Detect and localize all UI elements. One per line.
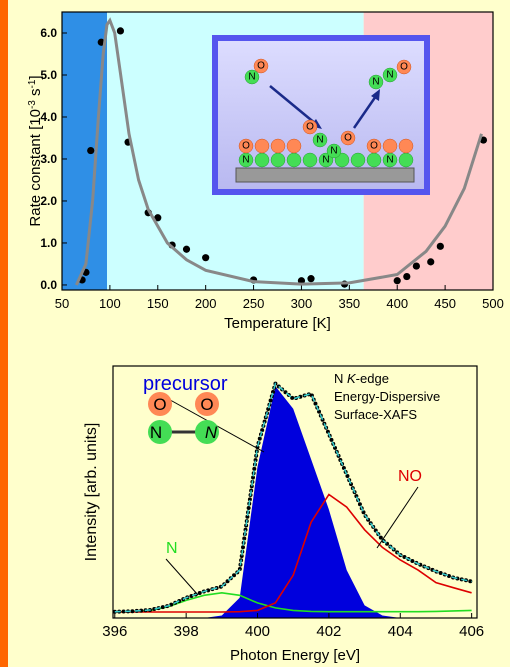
side-bar	[0, 0, 8, 667]
text-part: ]	[27, 75, 44, 79]
x-tick-label: 400	[245, 623, 270, 640]
series-label: precursor	[143, 373, 228, 395]
atom-label: N	[322, 155, 329, 166]
x-tick-label: 396	[102, 623, 127, 640]
data-point	[403, 273, 410, 280]
x-tick-label: 402	[316, 623, 341, 640]
atom-label: O	[306, 122, 314, 133]
nitrogen-atom	[399, 153, 413, 167]
atom-label: N	[330, 146, 337, 157]
y-tick-label: 1.0	[40, 236, 57, 250]
x-tick-label: 450	[434, 296, 456, 311]
nitrogen-atom	[255, 153, 269, 167]
x-tick-label: 406	[459, 623, 484, 640]
x-tick-label: 300	[291, 296, 313, 311]
atom-label: O	[257, 61, 265, 72]
oxygen-atom	[255, 139, 269, 153]
data-point	[202, 254, 209, 261]
data-point	[307, 275, 314, 282]
oxygen-atom	[271, 139, 285, 153]
y-tick-label: 0.0	[40, 278, 57, 292]
surface-slab	[236, 168, 414, 182]
atom-label: N	[372, 77, 379, 88]
nitrogen-atom	[367, 153, 381, 167]
data-point	[183, 246, 190, 253]
y-tick-label: 6.0	[40, 26, 57, 40]
figure: 501001502002503003504004505000.01.02.03.…	[0, 0, 510, 667]
text-part: Rate constant [10	[27, 109, 44, 227]
x-tick-label: 250	[243, 296, 265, 311]
x-tick-label: 500	[482, 296, 504, 311]
series-label: NO	[398, 468, 422, 485]
x-tick-label: 404	[388, 623, 413, 640]
annotation: Energy-Dispersive	[334, 389, 440, 404]
atom-label: O	[370, 141, 378, 152]
x-tick-label: 200	[195, 296, 217, 311]
x-tick-label: 100	[99, 296, 121, 311]
atom-label: O	[400, 62, 408, 73]
x-tick-label: 398	[174, 623, 199, 640]
data-point	[427, 258, 434, 265]
data-point	[394, 277, 401, 284]
x-tick-label: 350	[338, 296, 360, 311]
atom-label: N	[248, 72, 255, 83]
oxygen-atom	[383, 139, 397, 153]
text-part: s	[27, 88, 44, 100]
atom-label: N	[205, 423, 218, 442]
nitrogen-atom	[287, 153, 301, 167]
atom-label: N	[386, 155, 393, 166]
data-point	[413, 262, 420, 269]
atom-label: O	[344, 133, 352, 144]
x-tick-label: 150	[147, 296, 169, 311]
nitrogen-atom	[303, 153, 317, 167]
data-point	[117, 27, 124, 34]
x-axis-title: Temperature [K]	[224, 315, 331, 332]
atom-label: N	[150, 423, 162, 442]
annotation: Surface-XAFS	[334, 407, 417, 422]
series-label: N	[166, 540, 178, 557]
data-point	[437, 243, 444, 250]
atom-label: O	[200, 395, 213, 414]
y-axis-title: Intensity [arb. units]	[83, 423, 100, 562]
x-tick-label: 400	[386, 296, 408, 311]
oxygen-atom	[399, 139, 413, 153]
atom-label: O	[242, 141, 250, 152]
text-part: -edge	[356, 371, 389, 386]
x-axis-title: Photon Energy [eV]	[230, 647, 360, 664]
y-axis-title: Rate constant [10-3 s-1]	[27, 75, 45, 226]
atom-label: O	[153, 395, 166, 414]
text-part: N	[334, 371, 347, 386]
atom-label: N	[242, 155, 249, 166]
x-tick-label: 50	[55, 296, 69, 311]
annotation: N K-edge	[334, 371, 389, 386]
atom-label: N	[386, 70, 393, 81]
atom-label: N	[316, 135, 323, 146]
region	[62, 12, 107, 290]
nitrogen-atom	[351, 153, 365, 167]
oxygen-atom	[287, 139, 301, 153]
data-point	[87, 147, 94, 154]
nitrogen-atom	[271, 153, 285, 167]
